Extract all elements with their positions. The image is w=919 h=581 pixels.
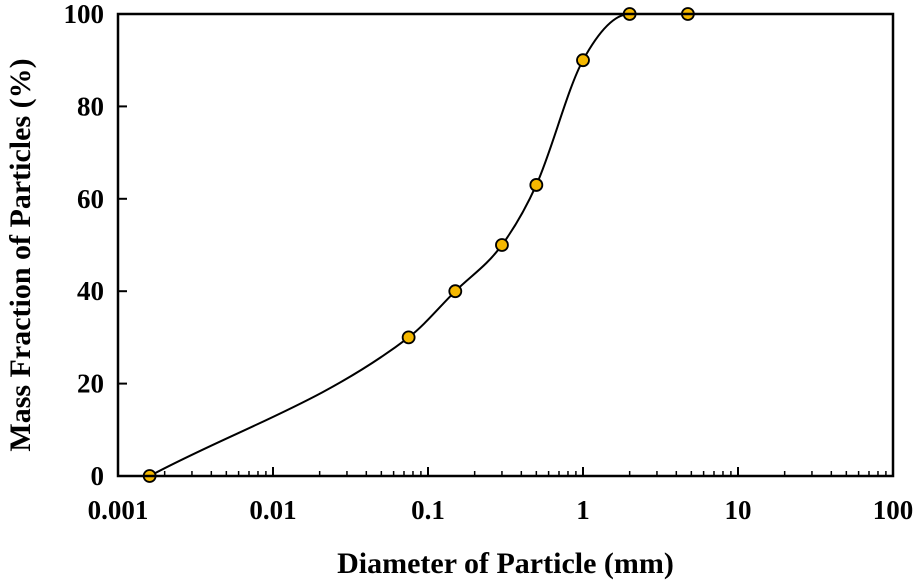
x-tick-label: 100 [873, 495, 914, 525]
y-axis-tick-labels: 0 20 40 60 80 100 [64, 0, 105, 491]
data-point [401, 330, 416, 345]
x-tick-label: 0.01 [249, 495, 296, 525]
x-tick-label: 10 [725, 495, 752, 525]
y-tick-label: 60 [77, 184, 104, 214]
y-tick-label: 0 [91, 461, 105, 491]
data-point [576, 53, 590, 68]
series-line [149, 13, 688, 477]
data-points [142, 7, 695, 483]
y-axis-title: Mass Fraction of Particles (%) [4, 58, 37, 451]
y-tick-label: 100 [64, 0, 105, 29]
x-tick-label: 0.001 [88, 495, 149, 525]
x-axis-tick-labels: 0.001 0.01 0.1 1 10 100 [88, 495, 914, 525]
x-tick-label: 1 [576, 495, 590, 525]
data-point [448, 284, 463, 299]
data-point [529, 178, 544, 192]
x-axis-ticks [117, 467, 894, 476]
plot-area-frame [116, 12, 895, 478]
data-point [495, 238, 509, 252]
y-tick-label: 20 [77, 369, 104, 399]
y-tick-label: 80 [77, 91, 104, 121]
x-tick-label: 0.1 [411, 495, 445, 525]
y-tick-label: 40 [77, 276, 104, 306]
y-axis-ticks [118, 13, 127, 477]
x-axis-title: Diameter of Particle (mm) [337, 547, 674, 580]
